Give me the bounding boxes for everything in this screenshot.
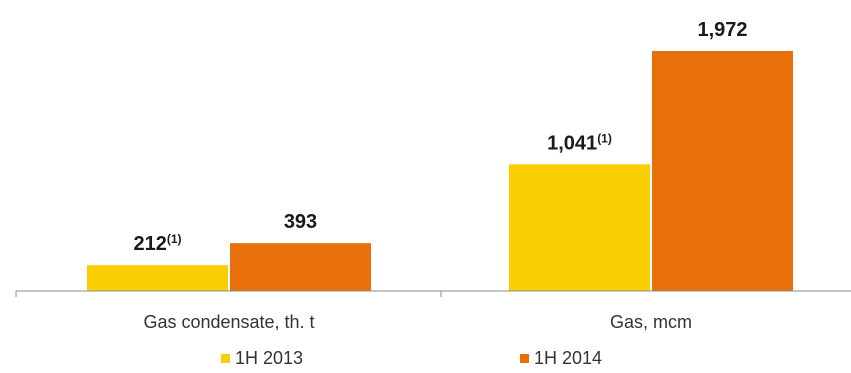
- legend-label: 1H 2013: [235, 348, 303, 368]
- data-labels-layer: 212(1) 393 1,041(1) 1,972: [133, 19, 747, 255]
- data-label: 1,972: [697, 19, 747, 41]
- bar-1h-2014-1: [230, 243, 371, 291]
- data-label: 393: [284, 211, 317, 233]
- data-label: 1,041(1): [547, 131, 612, 154]
- x-axis-categories: Gas condensate, th. t Gas, mcm: [143, 312, 692, 332]
- bar-1h-2013-2: [509, 164, 650, 291]
- data-label: 212(1): [133, 232, 181, 255]
- category-label: Gas, mcm: [610, 312, 692, 332]
- legend-swatch: [221, 354, 230, 363]
- bars-layer: [87, 51, 793, 291]
- bar-1h-2014-2: [652, 51, 793, 291]
- legend: 1H 2013 1H 2014: [221, 348, 602, 368]
- legend-label: 1H 2014: [534, 348, 602, 368]
- category-label: Gas condensate, th. t: [143, 312, 314, 332]
- bar-1h-2013-1: [87, 265, 228, 291]
- legend-swatch: [520, 354, 529, 363]
